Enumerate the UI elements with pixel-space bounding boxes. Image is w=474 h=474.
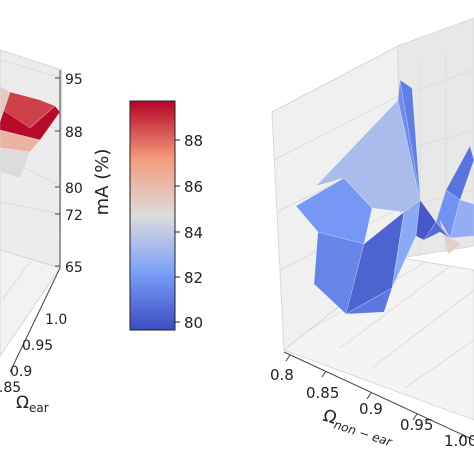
right-surface-face [295,177,373,245]
left-y-tick-label: 0.95 [22,338,53,354]
right-surface-face [445,145,474,201]
colorbar-tick-label: 88 [184,132,203,150]
left-3d-panel: 95 88 80 72 65 1.0 0.95 0.9 0.85 Ωear [0,49,83,415]
right-x-ticks [285,354,464,442]
right-x-tick-label: 0.9 [359,400,383,418]
right-surface-face [423,221,451,241]
left-z-tick-label: 65 [65,260,83,276]
right-x-tick-label: 0.85 [306,384,339,402]
colorbar-ticks [175,139,180,323]
left-surface [0,85,61,179]
colorbar-tick-label: 82 [184,269,203,287]
left-z-ticks: 95 88 80 72 65 [55,72,83,276]
colorbar-tick-label: 86 [184,178,203,196]
left-surface-face [0,147,31,179]
right-x-tick-label: 0.8 [270,366,294,384]
left-z-tick-label: 88 [65,125,83,141]
left-y-axis-label: Ωear [16,393,49,415]
colorbar-tick-label: 84 [184,224,203,242]
left-y-axis-line [9,267,61,373]
colorbar-gradient [129,100,176,331]
right-surface-face [345,287,393,315]
left-y-tick-label: 0.9 [10,364,32,380]
right-surface-face [439,219,463,255]
left-z-tick-label: 80 [65,181,83,197]
left-y-ticks: 1.0 0.95 0.9 0.85 [0,312,67,396]
right-surface-face [399,79,421,197]
colorbar: 88 86 84 82 80 mA (%) [92,100,203,332]
right-3d-panel: 0.8 0.85 0.9 0.95 1.00 Ωnon − ear [270,17,474,450]
colorbar-tick-label: 80 [184,314,203,332]
left-surface-face [0,85,11,123]
right-x-axis-line [283,351,474,441]
left-y-tick-label: 0.85 [0,380,21,396]
left-z-tick-label: 95 [65,72,83,88]
right-surface-face [449,199,474,239]
colorbar-label: mA (%) [92,149,113,216]
right-x-tick-label: 0.95 [400,416,433,434]
left-surface-face [0,105,61,141]
left-y-tick-label: 1.0 [45,312,67,328]
left-floor-pane [0,249,61,357]
left-z-tick-label: 72 [65,208,83,224]
right-x-tick-label: 1.00 [444,432,474,450]
right-surface [295,79,474,315]
